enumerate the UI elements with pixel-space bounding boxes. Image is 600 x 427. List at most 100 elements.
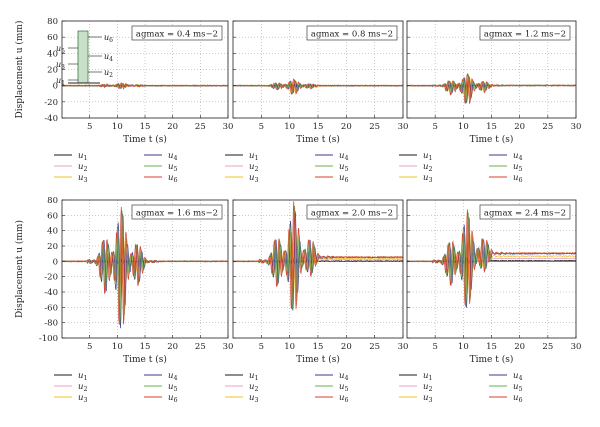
legend-label-u4: u4	[339, 371, 349, 382]
annotation-label: agmax = 2.4 ms−2	[484, 209, 566, 219]
legend-label-u6: u6	[513, 393, 523, 404]
x-tick-label: 10	[458, 342, 469, 352]
x-tick-label: 25	[195, 122, 206, 132]
y-tick-label: -80	[44, 319, 58, 329]
legend-label-u2: u2	[249, 382, 259, 393]
series-u6-line	[61, 206, 229, 325]
x-tick-label: 5	[259, 342, 264, 352]
x-axis-title: Time t (s)	[470, 354, 514, 365]
x-axis-title: Time t (s)	[470, 134, 514, 145]
series-u2-line	[233, 82, 404, 92]
legend-label-u2: u2	[423, 162, 433, 173]
y-tick-label: 80	[47, 196, 58, 206]
x-tick-label: 25	[195, 342, 206, 352]
inset-column	[77, 30, 89, 84]
x-tick-label: 20	[167, 342, 178, 352]
legend-label-u3: u3	[249, 393, 259, 404]
legend-3: u1 u4 u2 u5 u3 u6	[399, 151, 523, 184]
y-tick-label: -20	[44, 273, 58, 283]
y-tick-label: -40	[44, 114, 58, 124]
x-tick-label: 15	[140, 342, 151, 352]
inset-label-u5: u5	[56, 44, 65, 55]
legend-label-u2: u2	[78, 382, 88, 393]
legend-label-u2: u2	[423, 382, 433, 393]
legend-label-u1: u1	[423, 151, 433, 162]
legend-label-u3: u3	[78, 393, 88, 404]
legend-label-u4: u4	[513, 151, 523, 162]
legend-label-u2: u2	[78, 162, 88, 173]
legend-6: u1 u4 u2 u5 u3 u6	[399, 371, 523, 404]
x-tick-label: 5	[432, 342, 437, 352]
x-tick-label: 30	[398, 342, 409, 352]
legend-label-u6: u6	[339, 173, 349, 184]
y-tick-label: -100	[39, 334, 58, 344]
x-tick-label: 10	[284, 342, 295, 352]
x-tick-label: 15	[140, 122, 151, 132]
x-tick-label: 30	[223, 342, 234, 352]
chart-panels: 5 10 15 20 25 30 -40 -20 0 20 40 60 80 Time t (s) Disp…	[14, 17, 581, 365]
y-tick-label: 80	[47, 17, 58, 27]
x-tick-label: 25	[542, 342, 553, 352]
legend-1: u1 u4 u2 u5 u3 u6	[54, 151, 178, 184]
y-tick-label: 0	[53, 82, 58, 92]
legend-label-u1: u1	[423, 371, 433, 382]
legend-label-u5: u5	[168, 382, 178, 393]
legend-label-u5: u5	[168, 162, 178, 173]
y-tick-label: 60	[47, 33, 58, 43]
x-tick-label: 10	[112, 342, 123, 352]
x-tick-label: 20	[514, 342, 525, 352]
legend-2: u1 u4 u2 u5 u3 u6	[225, 151, 349, 184]
inset-label-u3: u3	[56, 60, 65, 71]
annotation-box	[479, 204, 571, 220]
x-tick-label: 5	[87, 342, 92, 352]
x-axis-title: Time t (s)	[123, 354, 167, 365]
legend-label-u3: u3	[249, 173, 259, 184]
series-u6-line	[61, 82, 229, 90]
legend-label-u5: u5	[339, 382, 349, 393]
legend-label-u4: u4	[339, 151, 349, 162]
chart-panel-1: 5 10 15 20 25 30 -40 -20 0 20 40 60 80 Time t (s) Disp…	[14, 17, 233, 145]
chart-panel-3: 5 10 15 20 25 30 Time t (s) agmax = 1.2 ms−2	[406, 20, 581, 145]
series-u6-line	[232, 201, 403, 309]
annotation-label: agmax = 0.4 ms−2	[136, 30, 218, 40]
y-axis-title: Displacement u (mm)	[14, 21, 25, 119]
legend-label-u1: u1	[249, 371, 259, 382]
legend-label-u4: u4	[168, 151, 178, 162]
x-tick-label: 15	[486, 122, 497, 132]
legend-label-u3: u3	[78, 173, 88, 184]
series-u4-line	[407, 74, 577, 104]
legends: u1 u4 u2 u5 u3 u6 u1 u4 u2 u5 u3 u6 u1 u4 u2 u5 u3 u6 u1 u4…	[54, 151, 523, 404]
legend-5: u1 u4 u2 u5 u3 u6	[225, 371, 349, 404]
x-tick-label: 5	[87, 122, 92, 132]
x-tick-label: 25	[369, 342, 380, 352]
chart-panel-6: 5 10 15 20 25 30 Time t (s) agmax = 2.4 ms−2	[406, 199, 581, 365]
legend-label-u3: u3	[423, 173, 433, 184]
series-u4-line	[233, 79, 404, 94]
y-tick-label: 20	[47, 242, 58, 252]
x-tick-label: 10	[458, 122, 469, 132]
chart-panel-2: 5 10 15 20 25 30 Time t (s) agmax = 0.8 ms−2	[232, 20, 408, 145]
x-axis-title: Time t (s)	[123, 134, 167, 145]
annotation-label: agmax = 1.6 ms−2	[136, 209, 218, 219]
annotation-box	[131, 25, 223, 41]
x-tick-label: 15	[313, 342, 324, 352]
y-tick-label: 0	[53, 257, 58, 267]
chart-panel-5: 5 10 15 20 25 30 Time t (s) agmax = 2.0 ms−2	[232, 199, 409, 365]
inset-label-u1: u1	[56, 76, 65, 87]
x-tick-label: 20	[341, 122, 352, 132]
legend-label-u6: u6	[513, 173, 523, 184]
annotation-box	[131, 204, 223, 220]
y-tick-label: 40	[47, 227, 58, 237]
x-axis-title: Time t (s)	[296, 354, 340, 365]
inset-label-u2: u2	[104, 68, 113, 79]
structure-inset: u6 u5 u4 u3 u2 u1	[56, 30, 113, 87]
legend-label-u1: u1	[78, 151, 88, 162]
x-tick-label: 20	[514, 122, 525, 132]
x-tick-label: 5	[259, 122, 264, 132]
x-tick-label: 20	[167, 122, 178, 132]
y-tick-label: -20	[44, 98, 58, 108]
series-u6-line	[406, 73, 577, 104]
legend-label-u1: u1	[249, 151, 259, 162]
x-tick-label: 5	[432, 122, 437, 132]
